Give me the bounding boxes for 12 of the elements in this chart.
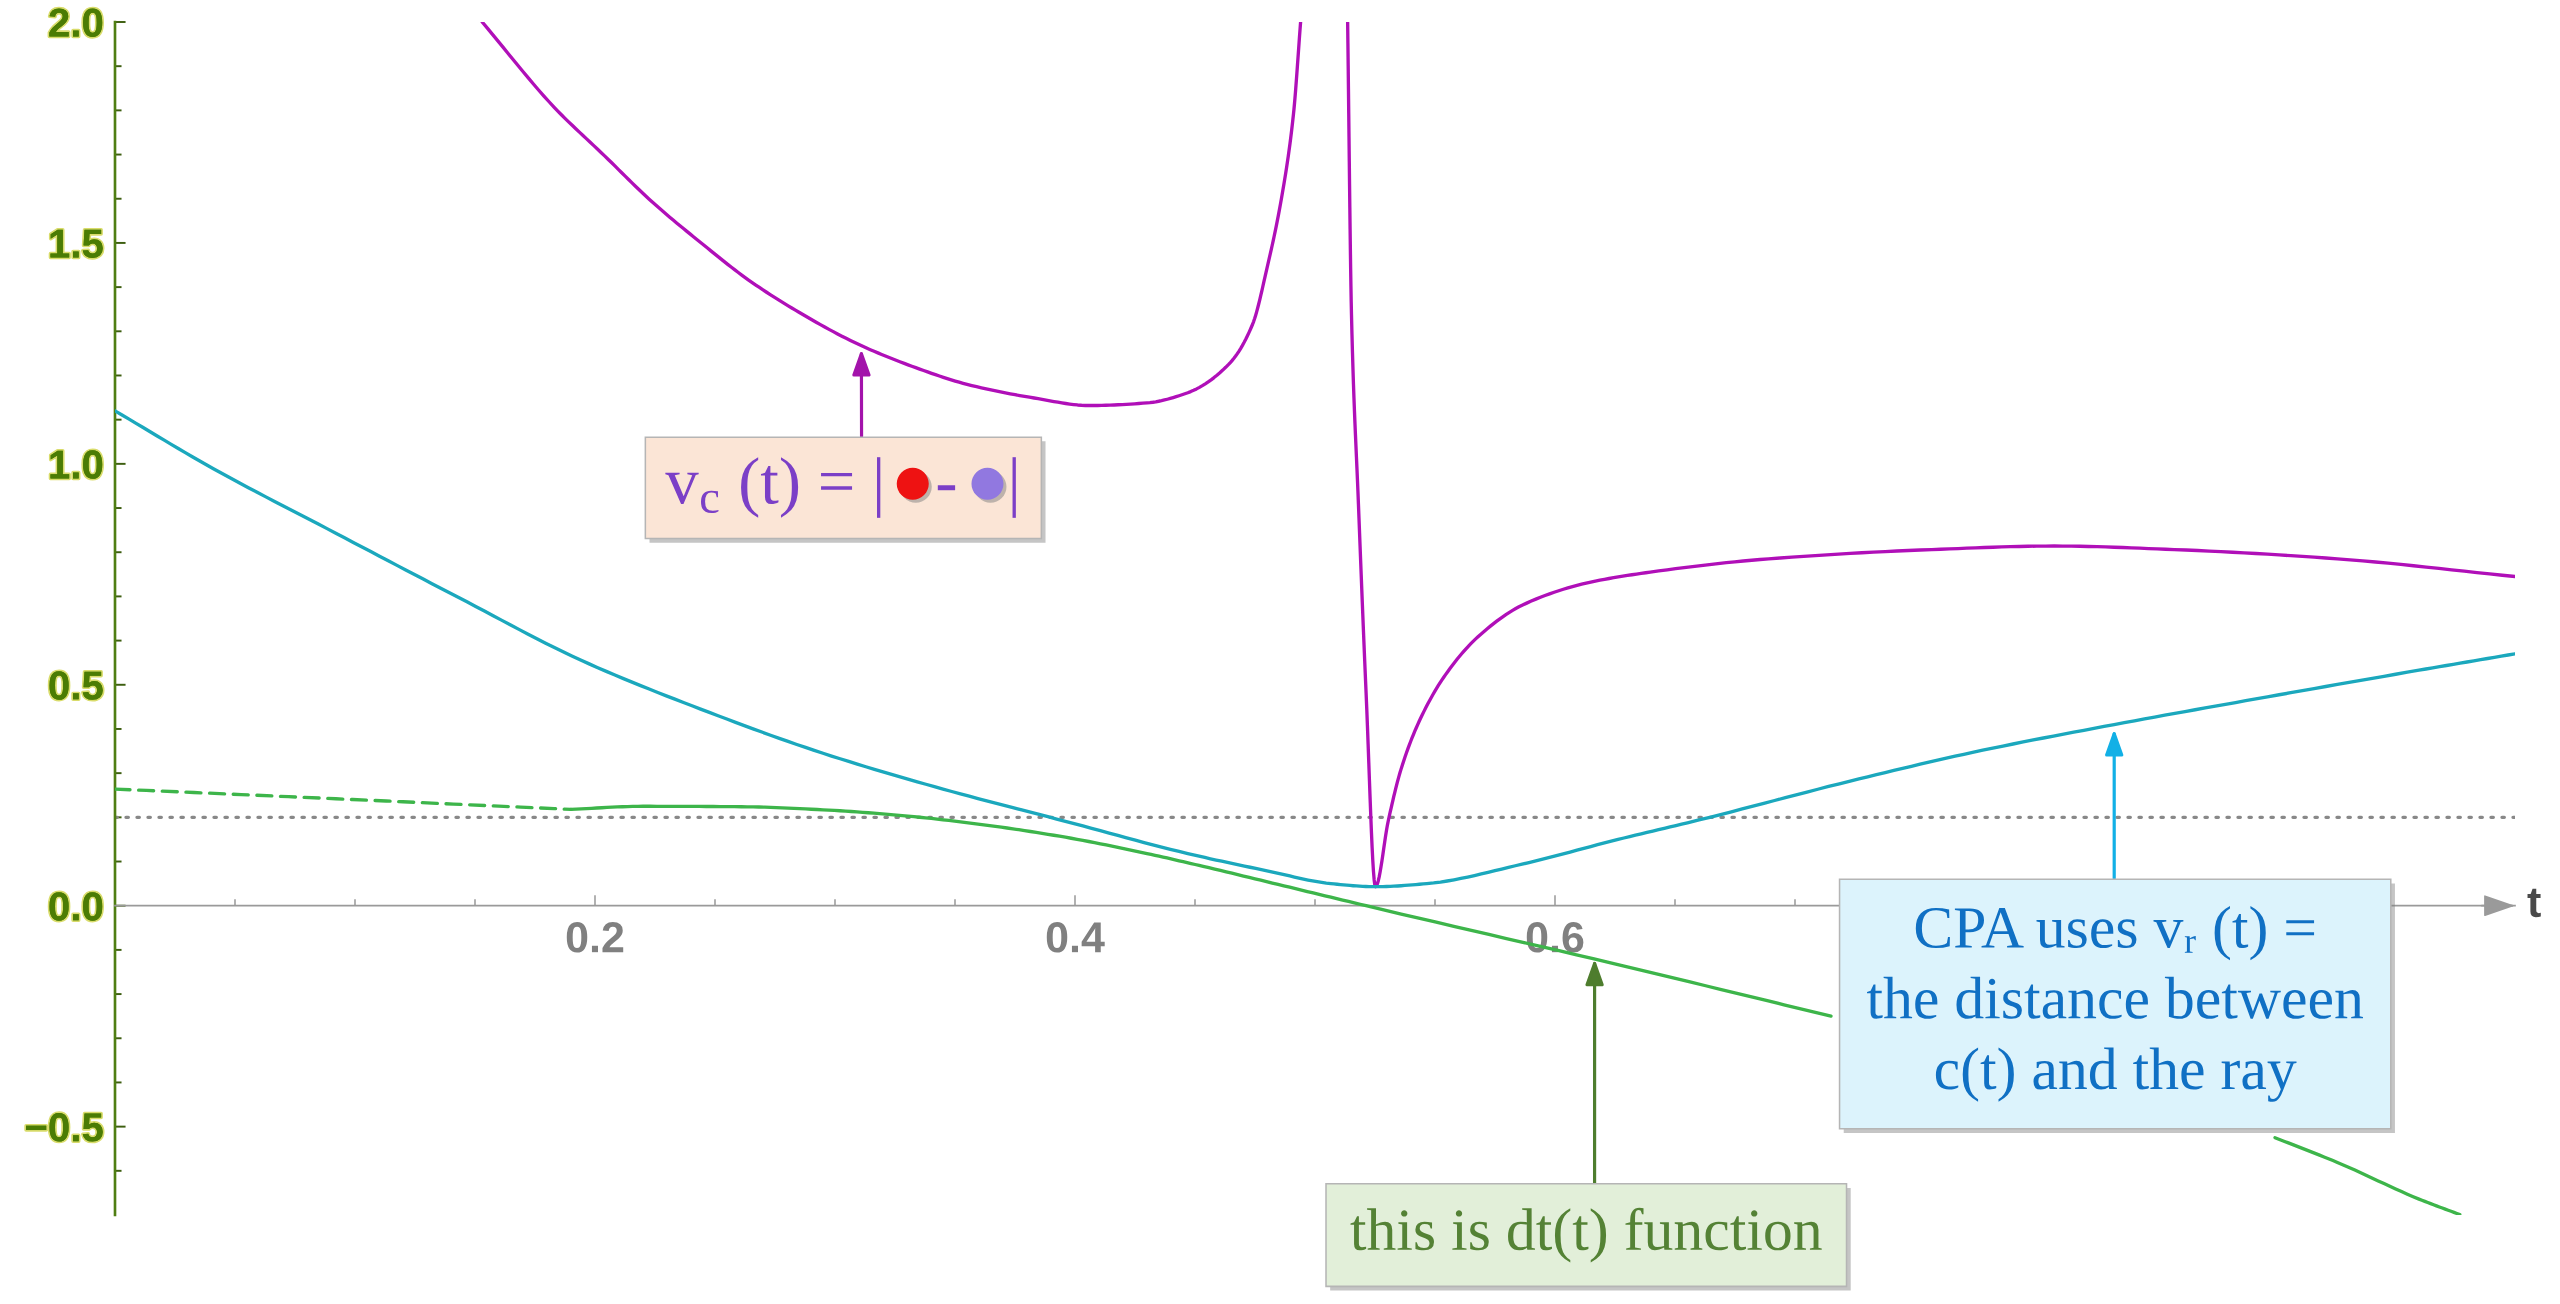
- x-axis-title: t: [2527, 888, 2541, 918]
- annotation: v$_{c}$ (t) = | - |: [665, 457, 1016, 518]
- x-tick-label: 0.2: [566, 922, 624, 953]
- y-tick-label: 2.0: [49, 8, 103, 37]
- y-tick-label: 1.5: [50, 229, 103, 258]
- y-tick-label: 0.5: [49, 671, 103, 700]
- x-tick-label: 0.4: [1046, 922, 1105, 953]
- y-tick-label: 1.0: [50, 450, 103, 479]
- y-tick-label: 0.0: [49, 892, 103, 921]
- annotation: CPA uses vᵣ (t) = the distance between c(t) and the ray: [1867, 906, 2363, 1102]
- y-tick-label: −0.5: [26, 1113, 103, 1142]
- annotation: this is dt(t) function: [1350, 1207, 1822, 1263]
